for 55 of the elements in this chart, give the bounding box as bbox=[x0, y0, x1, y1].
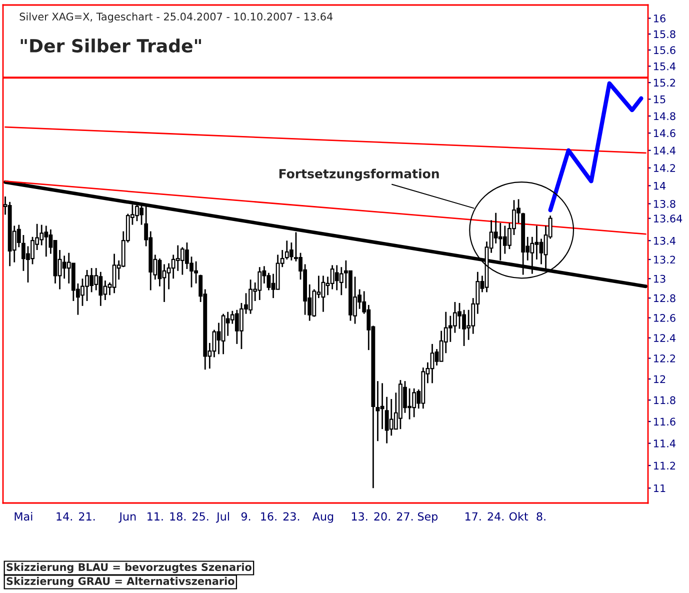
y-tick-label: 12.2 bbox=[654, 354, 676, 362]
y-tick-label: 15.6 bbox=[654, 46, 676, 54]
x-tick-label: Jul bbox=[216, 512, 229, 523]
y-tick-label: 14.8 bbox=[654, 112, 676, 120]
y-tick-label: 14.6 bbox=[654, 129, 676, 138]
x-tick-label: 14. bbox=[56, 512, 72, 520]
y-tick-label: 11.8 bbox=[654, 396, 676, 404]
x-tick-label: 11. bbox=[148, 512, 163, 520]
x-tick-label: 8. bbox=[536, 512, 546, 521]
x-tick-label: Okt bbox=[509, 512, 528, 521]
x-tick-label: 13. bbox=[352, 512, 368, 521]
x-tick-label: 18. bbox=[170, 512, 186, 521]
x-tick-label: 16. bbox=[261, 512, 276, 521]
y-tick-label: 11.6 bbox=[654, 418, 676, 426]
y-tick-label: 13.8 bbox=[654, 200, 676, 208]
y-tick-label: 12.6 bbox=[654, 314, 676, 322]
x-tick-label: 25. bbox=[192, 512, 208, 521]
y-tick-label: 11.2 bbox=[654, 462, 676, 470]
x-tick-label: 21. bbox=[79, 512, 95, 520]
text: "Der Silber Trade" bbox=[20, 38, 201, 53]
y-tick-label: 16 bbox=[654, 14, 666, 22]
y-tick-label: 11 bbox=[654, 484, 666, 492]
y-tick-label: 13.2 bbox=[654, 256, 676, 264]
text: Skizzierung GRAU = Alternativszenario bbox=[6, 576, 234, 588]
y-tick-label: 14 bbox=[654, 182, 666, 190]
y-tick-label: 12.8 bbox=[654, 294, 676, 302]
y-tick-label: 12.4 bbox=[654, 334, 676, 342]
x-tick-label: Sep bbox=[418, 512, 438, 523]
annotation: Fortsetzungsformation bbox=[279, 168, 439, 181]
x-tick-label: Jun bbox=[118, 512, 136, 523]
y-tick-label: 15.2 bbox=[654, 78, 676, 87]
y-tick-label: 15.4 bbox=[654, 62, 676, 70]
candlestick bbox=[376, 380, 380, 442]
y-tick-label: 14.4 bbox=[654, 146, 676, 154]
x-tick-label: 20. bbox=[374, 512, 390, 521]
x-tick-label: Mai bbox=[14, 512, 32, 521]
text: Silver XAG=X, Tageschart - 25.04.2007 - 10.10.2007 - 13.64 bbox=[20, 12, 333, 23]
x-tick-label: Aug bbox=[312, 512, 334, 523]
y-tick-label: 15 bbox=[654, 96, 666, 104]
line-series bbox=[548, 81, 644, 212]
text: Skizzierung BLAU = bevorzugtes Szenario bbox=[6, 562, 252, 574]
y-tick-label: 12 bbox=[654, 375, 666, 383]
y-tick-label: 13.4 bbox=[654, 236, 676, 245]
y-tick-label: 11.4 bbox=[654, 440, 676, 448]
x-tick-label: 17. bbox=[466, 512, 481, 520]
y-tick-label: 15.8 bbox=[654, 30, 676, 38]
x-tick-label: 23. bbox=[283, 512, 300, 521]
x-tick-label: 27. bbox=[396, 512, 413, 520]
candlestick bbox=[380, 382, 384, 430]
y-tick-label: 13 bbox=[654, 274, 666, 283]
y-tick-label: 13.64 bbox=[654, 214, 682, 222]
x-tick-label: 24. bbox=[488, 512, 504, 520]
y-tick-label: 14.2 bbox=[654, 164, 676, 172]
candlestick bbox=[289, 242, 294, 262]
x-tick-label: 9. bbox=[241, 512, 250, 521]
